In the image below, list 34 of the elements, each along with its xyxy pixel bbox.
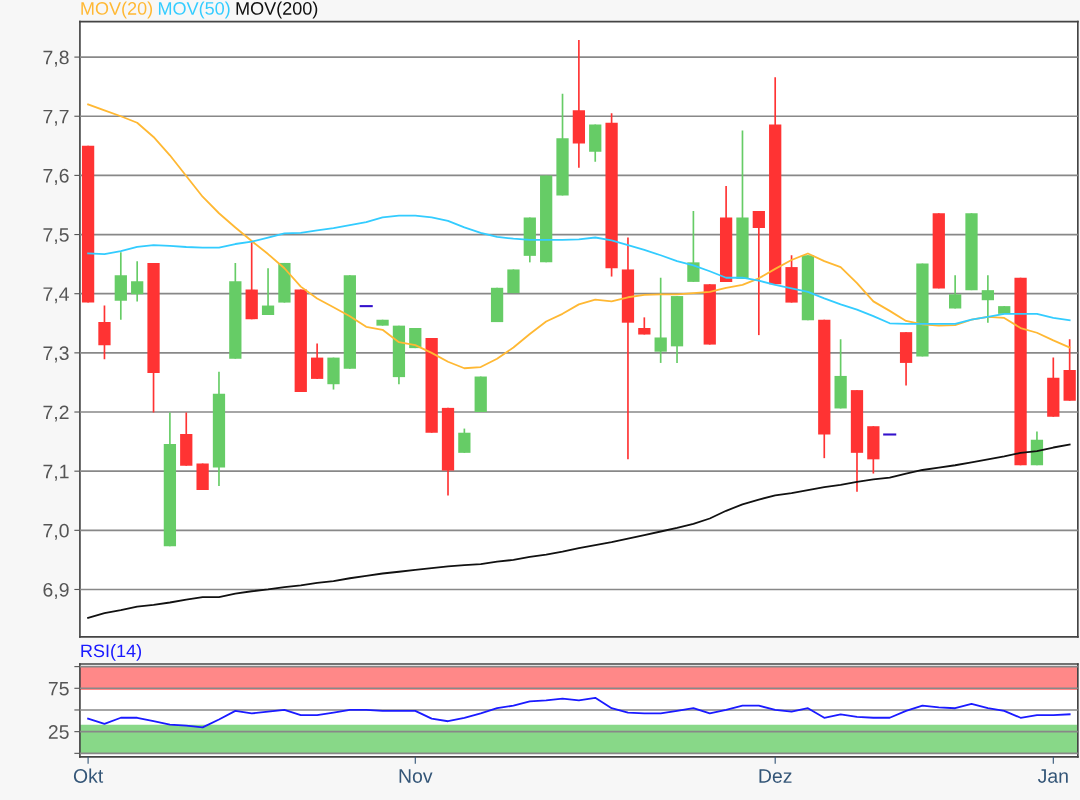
candlestick [752,210,765,336]
y-tick-label: 7,2 [43,405,69,422]
candlestick [98,304,111,361]
candlestick [654,276,667,364]
line-series [87,214,1071,325]
y-tick-label: 25 [48,725,69,739]
y-tick-label: 7,0 [43,523,69,540]
y-tick-label: 7,4 [43,287,69,304]
text: MOV(20) [81,1,153,19]
line-series [87,696,1071,729]
x-tick-label: Jan [1037,769,1068,783]
y-tick-label: 7,7 [43,109,69,126]
y-tick-label: 7,3 [43,346,69,363]
candlestick [687,210,700,283]
x-tick-label: Nov [399,769,433,783]
y-tick-label: 7,6 [43,168,69,185]
y-tick-label: 7,8 [43,50,69,67]
candlestick [261,267,275,316]
y-tick-label: 75 [48,681,69,696]
y-tick-label: 6,9 [43,582,69,600]
chart-title: RSI(14) [81,643,142,661]
candlestick [949,274,962,310]
y-tick-label: 7,5 [43,228,69,245]
line-series [87,443,1071,619]
x-tick-label: Okt [73,768,104,783]
y-tick-label: 7,1 [43,464,69,481]
x-tick-label: Dez [759,769,792,783]
candlestick [311,342,324,380]
line-series [87,103,1071,370]
candlestick [131,260,144,303]
candlestick [458,427,471,454]
text: MOV(50) [158,1,230,19]
text: MOV(200) [236,1,318,19]
candlestick [981,274,994,324]
